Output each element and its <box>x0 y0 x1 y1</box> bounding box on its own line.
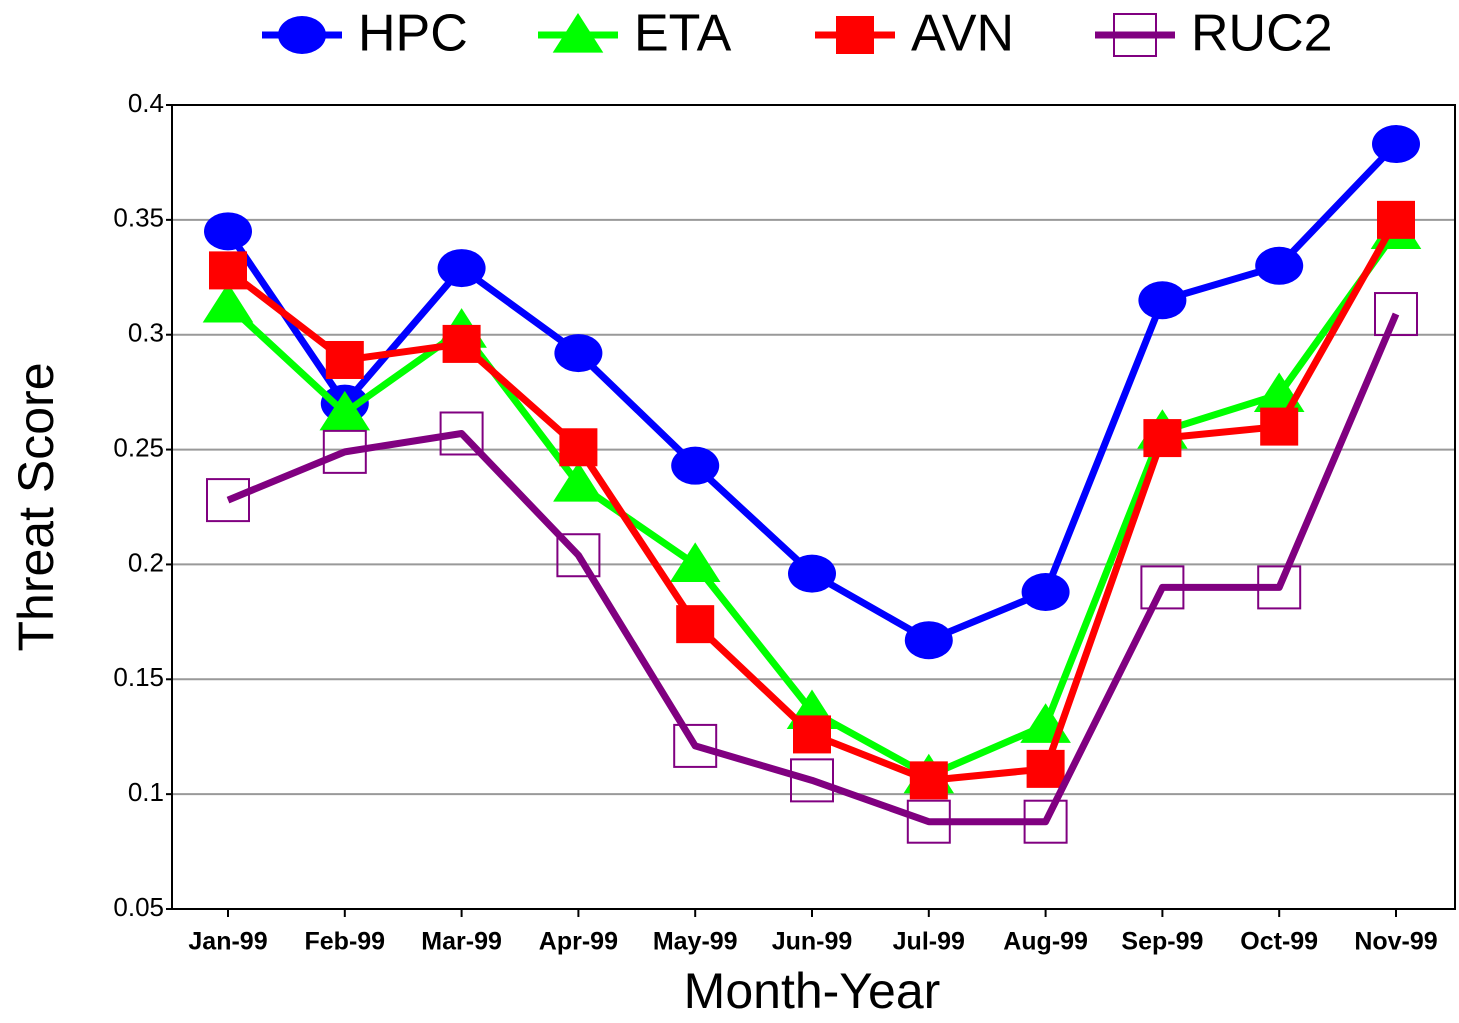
marker <box>209 251 247 290</box>
x-tick-label: Jan-99 <box>188 928 267 956</box>
marker <box>1138 281 1187 320</box>
line <box>226 312 1400 826</box>
x-tick-label: Feb-99 <box>305 928 386 956</box>
marker <box>206 478 250 523</box>
y-tick-label: 0.3 <box>128 318 164 348</box>
marker <box>836 16 874 54</box>
y-tick-label: 0.4 <box>128 88 164 118</box>
marker <box>790 758 834 803</box>
marker <box>559 428 598 467</box>
x-tick-label: Oct-99 <box>1240 928 1318 956</box>
marker <box>1372 125 1420 164</box>
marker <box>1255 246 1304 285</box>
marker <box>202 282 254 323</box>
legend-label: AVN <box>911 5 1014 63</box>
y-tick-label: 0.05 <box>113 892 164 922</box>
plot-frame <box>171 104 1456 910</box>
x-tick-label: Mar-99 <box>421 928 502 956</box>
marker <box>1140 565 1185 610</box>
y-tick-label: 0.35 <box>113 203 164 233</box>
x-tick-label: Jun-99 <box>772 928 853 956</box>
x-tick-label: Nov-99 <box>1354 928 1437 956</box>
x-axis-title: Month-Year <box>684 963 941 1019</box>
legend-label: ETA <box>634 5 732 63</box>
marker <box>1257 565 1302 610</box>
series <box>204 125 1420 660</box>
marker <box>325 340 364 379</box>
marker <box>1374 292 1418 337</box>
series <box>206 292 1418 844</box>
marker <box>904 621 953 660</box>
x-tick-label: Aug-99 <box>1003 928 1088 956</box>
marker <box>437 249 486 288</box>
y-tick-label: 0.2 <box>128 547 164 577</box>
series <box>202 209 1422 794</box>
marker <box>788 554 836 593</box>
marker <box>671 446 720 485</box>
legend-label: HPC <box>358 5 468 63</box>
marker <box>1143 419 1182 458</box>
marker <box>1021 572 1070 611</box>
x-tick-label: Sep-99 <box>1121 928 1203 956</box>
marker <box>554 334 603 373</box>
x-tick-label: Apr-99 <box>539 928 618 956</box>
marker <box>1113 13 1157 57</box>
series <box>209 200 1415 800</box>
marker <box>204 212 252 251</box>
legend-label: RUC2 <box>1191 5 1333 63</box>
marker <box>673 723 718 768</box>
y-tick-label: 0.1 <box>128 777 164 807</box>
marker <box>669 542 721 583</box>
marker <box>442 324 481 363</box>
marker <box>793 715 831 754</box>
marker <box>1023 799 1068 844</box>
y-tick-label: 0.25 <box>113 432 164 462</box>
marker <box>1260 407 1299 446</box>
marker <box>552 13 604 53</box>
marker <box>556 533 601 578</box>
marker <box>909 761 948 800</box>
marker <box>278 16 326 54</box>
x-tick-label: May-99 <box>653 928 738 956</box>
marker <box>439 411 484 456</box>
x-tick-label: Jul-99 <box>893 928 965 956</box>
y-axis-title: Threat Score <box>8 362 64 651</box>
marker <box>676 605 715 644</box>
y-tick-label: 0.15 <box>113 662 164 692</box>
marker <box>322 429 367 474</box>
marker <box>906 799 951 844</box>
marker <box>1026 749 1065 788</box>
marker <box>319 390 371 431</box>
marker <box>1377 200 1415 239</box>
marker <box>553 462 604 502</box>
